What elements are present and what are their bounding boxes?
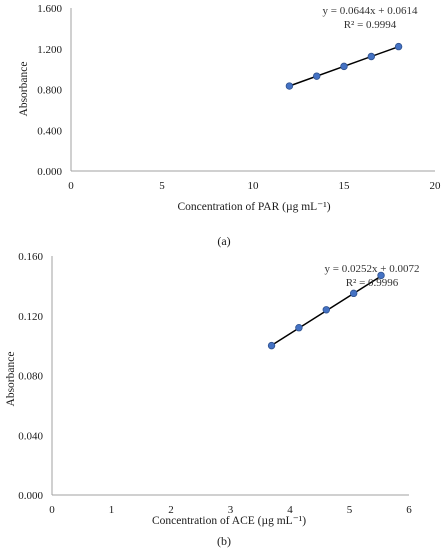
- chart-a-x-tick-label: 10: [248, 180, 260, 192]
- chart-b-y-tick-label: 0.000: [18, 490, 43, 502]
- chart-a-x-tick-label: 0: [68, 180, 74, 192]
- chart-b-y-tick-label: 0.160: [18, 251, 43, 263]
- chart-b-x-tick-label: 4: [287, 504, 293, 516]
- chart-b-x-tick-label: 5: [347, 504, 353, 516]
- chart-b-y-tick-label: 0.080: [18, 371, 43, 383]
- chart-b-data-point: [295, 324, 303, 332]
- chart-a-y-tick-label: 0.400: [37, 125, 62, 137]
- chart-a-x-axis-title: Concentration of PAR (µg mL⁻¹): [177, 201, 330, 213]
- chart-a-y-tick-labels: 0.000 0.400 0.800 1.200 1.600: [37, 3, 62, 178]
- chart-b-x-tick-label: 3: [228, 504, 234, 516]
- chart-a-y-tick-label: 0.000: [37, 166, 62, 178]
- chart-b-equation: y = 0.0252x + 0.0072: [325, 263, 420, 275]
- chart-a-x-tick-label: 5: [159, 180, 165, 192]
- chart-b-data-point: [322, 306, 330, 314]
- chart-a-y-tick-label: 1.600: [37, 3, 62, 15]
- chart-b-x-tick-label: 2: [168, 504, 174, 516]
- chart-b-x-tick-label: 0: [49, 504, 55, 516]
- chart-a-equation: y = 0.0644x + 0.0614: [323, 5, 418, 17]
- chart-b-x-axis-title: Concentration of ACE (µg mL⁻¹): [152, 515, 306, 527]
- chart-b: 0 1 2 3 4 5 6 0.000 0.040 0.080 0.120 0.160 y = 0.…: [5, 251, 419, 548]
- chart-a-points: [285, 42, 403, 90]
- chart-b-r-squared: R² = 0.9996: [346, 277, 399, 289]
- chart-b-x-tick-label: 1: [109, 504, 115, 516]
- chart-a-r-squared: R² = 0.9994: [344, 19, 397, 31]
- chart-a-data-point: [394, 42, 403, 51]
- chart-a: 0 5 10 15 20 0.000 0.400 0.800 1.200 1.600 y = 0…: [18, 3, 441, 248]
- chart-b-y-tick-labels: 0.000 0.040 0.080 0.120 0.160: [18, 251, 43, 502]
- chart-a-data-point: [340, 62, 348, 71]
- chart-a-x-tick-labels: 0 5 10 15 20: [68, 180, 441, 192]
- chart-a-x-tick-label: 15: [339, 180, 351, 192]
- chart-b-points: [267, 271, 385, 350]
- chart-b-y-axis-title: Absorbance: [5, 352, 17, 407]
- chart-a-y-tick-label: 1.200: [37, 44, 62, 56]
- chart-a-panel-label: (a): [217, 234, 230, 248]
- chart-b-y-tick-label: 0.040: [18, 430, 43, 442]
- chart-a-x-tick-label: 20: [430, 180, 442, 192]
- chart-b-x-tick-labels: 0 1 2 3 4 5 6: [49, 504, 412, 516]
- chart-b-x-tick-label: 6: [406, 504, 412, 516]
- chart-a-y-axis-title: Absorbance: [18, 62, 30, 117]
- chart-a-data-point: [313, 72, 321, 80]
- chart-a-data-point: [367, 52, 375, 61]
- chart-b-panel-label: (b): [217, 534, 231, 548]
- chart-b-y-tick-label: 0.120: [18, 311, 43, 323]
- chart-a-y-tick-label: 0.800: [37, 85, 62, 97]
- chart-b-data-point: [349, 289, 358, 298]
- chart-b-data-point: [377, 271, 385, 280]
- chart-b-data-point: [267, 341, 276, 350]
- chart-a-data-point: [285, 82, 294, 90]
